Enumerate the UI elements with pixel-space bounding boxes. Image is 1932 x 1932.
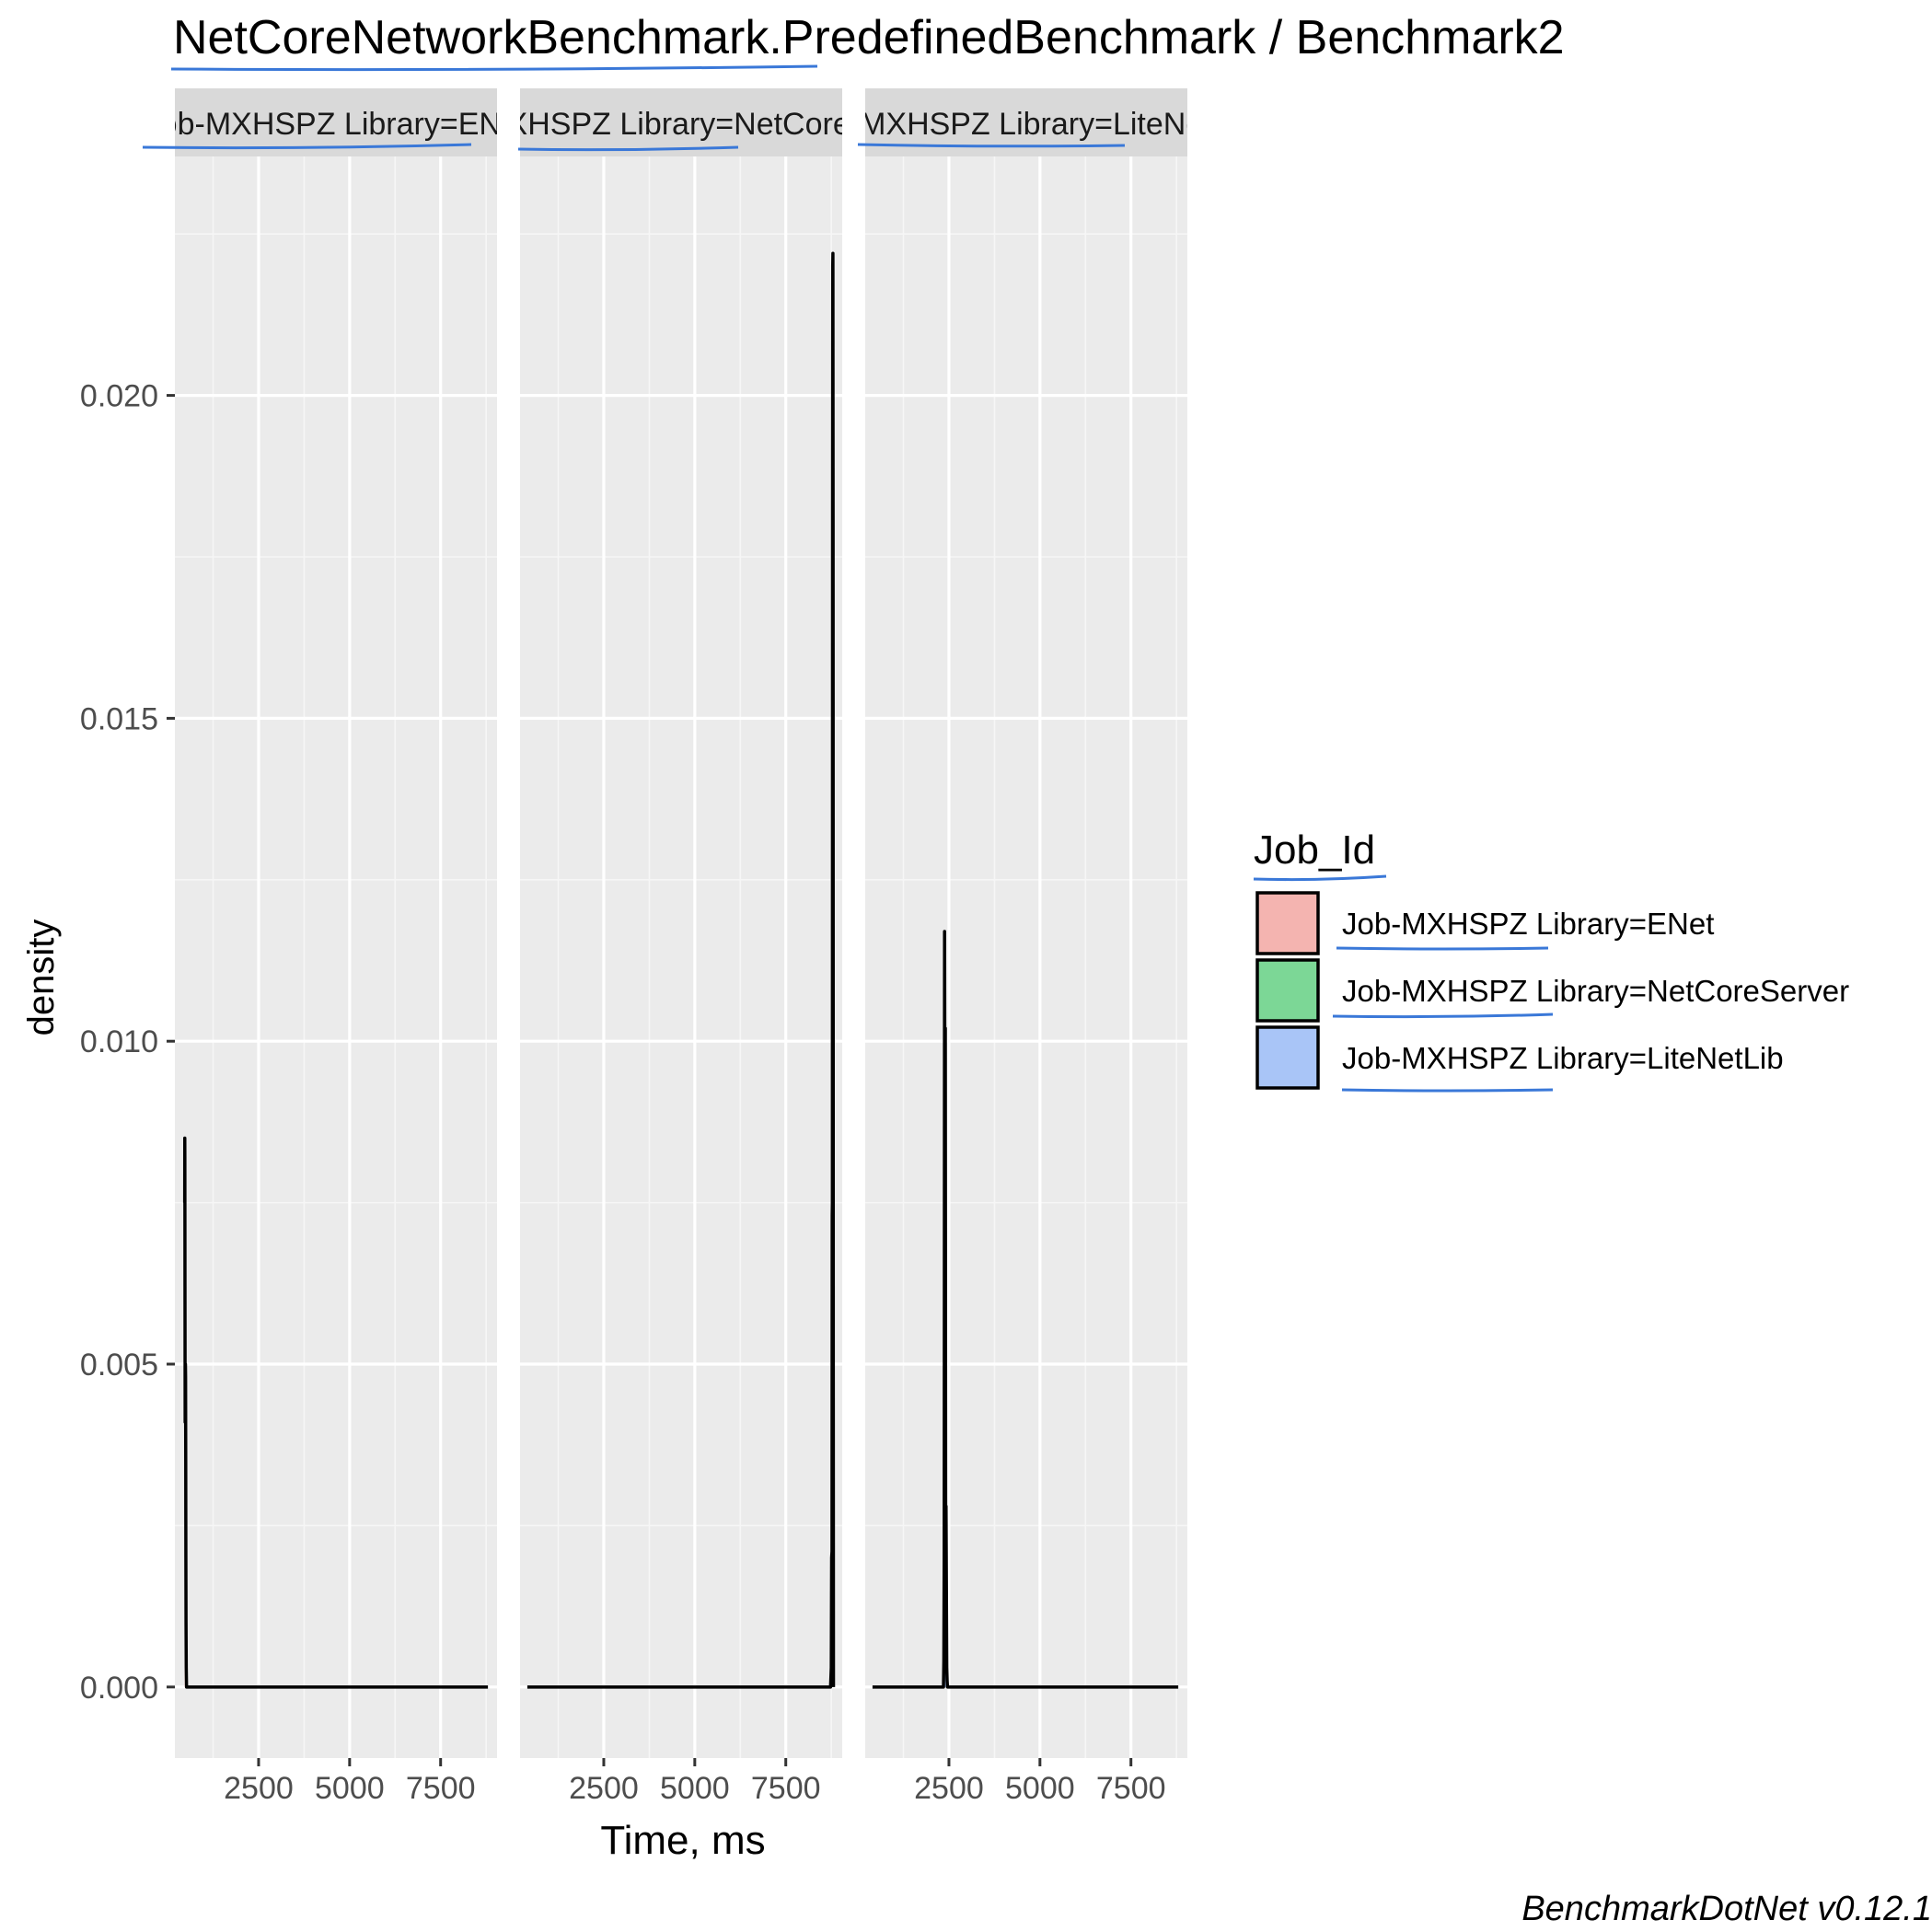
y-tick-label: 0.000 <box>80 1671 158 1706</box>
y-axis-title: density <box>21 920 62 1036</box>
y-tick-label: 0.015 <box>80 701 158 736</box>
legend-item-label: Job-MXHSPZ Library=LiteNetLib <box>1342 1041 1784 1075</box>
annotation-underline <box>142 143 472 150</box>
annotation-underline <box>1332 1012 1554 1019</box>
caption: BenchmarkDotNet v0.12.1 <box>1521 1890 1932 1928</box>
x-axis-title: Time, ms <box>600 1818 765 1863</box>
x-tick-label: 5000 <box>1005 1771 1075 1806</box>
x-tick-label: 2500 <box>224 1771 294 1806</box>
facet-panel-3: Job-MXHSPZ Library=LiteNetLib 2500 5000 750… <box>799 88 1254 1806</box>
facet-strip-label: Job-MXHSPZ Library=NetCoreServer <box>420 107 943 142</box>
annotation-underline <box>857 143 1126 148</box>
legend-key <box>1255 891 1320 955</box>
y-tick-label: 0.010 <box>80 1024 158 1059</box>
y-tick-label: 0.020 <box>80 379 158 414</box>
facet-strip <box>520 88 842 156</box>
x-tick-label: 5000 <box>315 1771 385 1806</box>
facet-strip-label: Job-MXHSPZ Library=ENet <box>145 107 528 142</box>
x-tick-label: 2500 <box>914 1771 984 1806</box>
legend-item-label: Job-MXHSPZ Library=NetCoreServer <box>1342 974 1849 1008</box>
y-axis: 0.000 0.005 0.010 0.015 0.020 <box>80 379 175 1706</box>
chart-title: NetCoreNetworkBenchmark.PredefinedBenchm… <box>173 11 1565 64</box>
panel-background <box>175 156 497 1758</box>
density-line <box>182 1136 489 1689</box>
legend: Job_Id Job-MXHSPZ Library=ENet Job-MXHSPZ … <box>1254 827 1849 1090</box>
legend-item-label: Job-MXHSPZ Library=ENet <box>1342 907 1714 941</box>
x-tick-label: 5000 <box>660 1771 730 1806</box>
legend-key <box>1255 1025 1320 1090</box>
annotation-underline <box>170 64 818 72</box>
x-tick-label: 7500 <box>751 1771 821 1806</box>
x-tick-label: 7500 <box>406 1771 476 1806</box>
panel-background <box>520 156 842 1758</box>
legend-key <box>1255 958 1320 1023</box>
density-line <box>526 251 836 1689</box>
x-tick-label: 7500 <box>1096 1771 1166 1806</box>
density-line <box>872 930 1179 1689</box>
annotation-underline <box>1341 1088 1554 1093</box>
facet-strip-label: Job-MXHSPZ Library=LiteNetLib <box>799 107 1254 142</box>
annotation-underline <box>1253 874 1387 882</box>
annotation-underlines <box>142 64 1554 1093</box>
y-tick-label: 0.005 <box>80 1348 158 1382</box>
x-tick-label: 2500 <box>569 1771 639 1806</box>
panel-background <box>865 156 1187 1758</box>
annotation-underline <box>517 145 739 152</box>
legend-title: Job_Id <box>1254 827 1375 873</box>
annotation-underline <box>1336 946 1549 951</box>
facet-panel-2: Job-MXHSPZ Library=NetCoreServer 2500 5000… <box>420 88 943 1806</box>
facet-panel-1: Job-MXHSPZ Library=ENet 2500 5000 7500 <box>145 88 528 1806</box>
